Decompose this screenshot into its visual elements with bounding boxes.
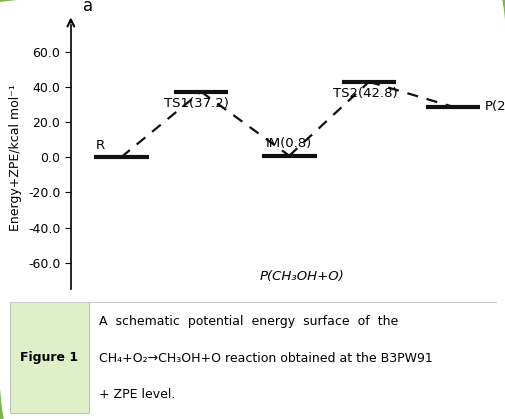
Text: TS2(42.8): TS2(42.8) xyxy=(332,87,396,100)
Text: TS1(37.2): TS1(37.2) xyxy=(164,97,229,110)
Text: IM(0.8): IM(0.8) xyxy=(266,137,312,150)
Y-axis label: Energy+ZPE/kcal mol⁻¹: Energy+ZPE/kcal mol⁻¹ xyxy=(10,84,22,230)
Text: P(28.6): P(28.6) xyxy=(484,100,505,113)
Text: CH₄+O₂→CH₃OH+O reaction obtained at the B3PW91: CH₄+O₂→CH₃OH+O reaction obtained at the … xyxy=(98,352,432,365)
Text: + ZPE level.: + ZPE level. xyxy=(98,388,175,401)
Text: R: R xyxy=(96,139,105,152)
Text: P(CH₃OH+O): P(CH₃OH+O) xyxy=(259,270,343,283)
Text: Figure 1: Figure 1 xyxy=(20,351,78,364)
Text: A  schematic  potential  energy  surface  of  the: A schematic potential energy surface of … xyxy=(98,315,397,328)
Text: a: a xyxy=(83,0,93,15)
